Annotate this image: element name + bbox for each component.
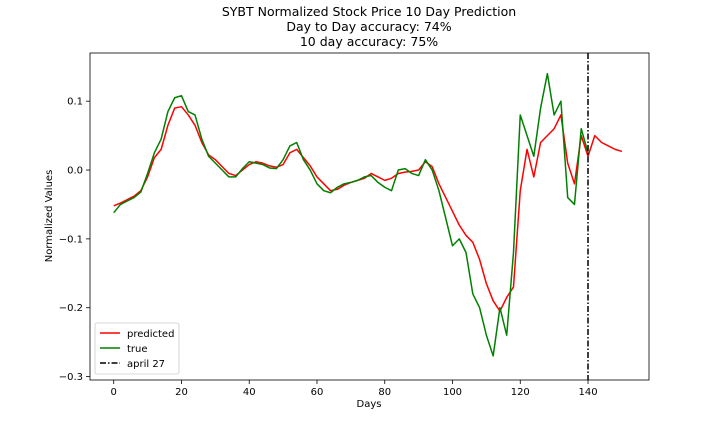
series-line-predicted [113,105,623,312]
chart-title-line-2: Day to Day accuracy: 74% [286,19,451,34]
chart-title-line-1: SYBT Normalized Stock Price 10 Day Predi… [222,4,516,19]
y-tick-label: 0.1 [67,97,83,108]
legend-label-true: true [127,344,148,355]
y-axis-label: Normalized Values [44,170,55,263]
y-tick-label: −0.3 [59,372,83,383]
legend: predicted true april 27 [94,322,180,375]
y-tick-label: 0.0 [67,166,83,177]
x-tick-label: 80 [378,387,391,398]
y-axis-ticks: 0.1 0.0 −0.1 −0.2 −0.3 [59,97,90,383]
chart-title: SYBT Normalized Stock Price 10 Day Predi… [222,4,516,49]
y-tick-label: −0.1 [59,234,83,245]
x-axis-ticks: 0 20 40 60 80 100 120 140 [111,380,598,398]
y-tick-label: −0.2 [59,303,83,314]
plot-frame [89,52,650,381]
legend-label-april-27: april 27 [127,359,165,370]
chart-title-line-3: 10 day accuracy: 75% [300,34,438,49]
x-tick-label: 20 [175,387,188,398]
x-tick-label: 140 [578,387,597,398]
x-tick-label: 100 [443,387,462,398]
legend-label-predicted: predicted [127,329,174,340]
x-tick-label: 0 [111,387,117,398]
x-axis-label: Days [357,399,382,410]
legend-box [94,322,180,375]
x-tick-label: 120 [511,387,530,398]
plot-area [89,52,650,381]
series-line-true [113,72,589,357]
x-tick-label: 60 [311,387,324,398]
x-tick-label: 40 [243,387,256,398]
series-layer [113,72,623,357]
